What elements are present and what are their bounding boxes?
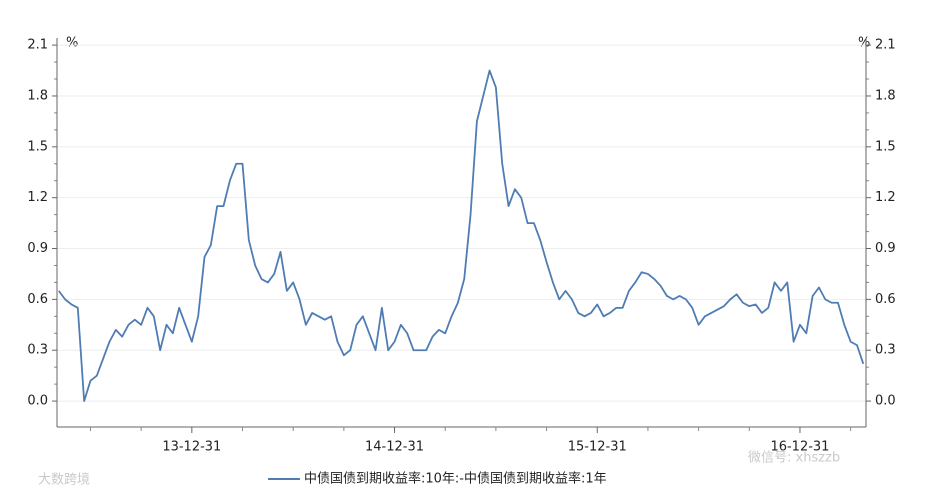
y-tick-label: 0.0 (27, 394, 48, 409)
y-tick-label: 1.8 (27, 88, 48, 103)
y2-tick-label: 0.0 (875, 394, 896, 409)
series-line (58, 69, 865, 402)
x-tick-label: 16-12-31 (770, 440, 829, 455)
y2-tick-label: 0.3 (875, 343, 896, 358)
y-tick-label: 1.5 (27, 139, 48, 154)
x-tick-label: 14-12-31 (365, 440, 424, 455)
y-tick-label: 0.3 (27, 343, 48, 358)
y-tick-label: 2.1 (27, 38, 48, 53)
y2-tick-label: 0.6 (875, 292, 896, 307)
x-tick-label: 15-12-31 (568, 440, 627, 455)
y2-tick-label: 1.2 (875, 190, 896, 205)
watermark: 大数跨境 (38, 473, 90, 488)
x-tick-label: 13-12-31 (162, 440, 221, 455)
y2-tick-label: 0.9 (875, 241, 896, 256)
y-tick-label: 1.2 (27, 190, 48, 205)
y-unit-right: % (858, 36, 870, 51)
y2-tick-label: 1.5 (875, 139, 896, 154)
y-tick-label: 0.9 (27, 241, 48, 256)
y2-tick-label: 2.1 (875, 38, 896, 53)
legend-label: 中债国债到期收益率:10年:-中债国债到期收益率:1年 (304, 471, 607, 487)
y-tick-label: 0.6 (27, 292, 48, 307)
y-unit-left: % (66, 36, 78, 51)
watermark: 微信号: xhszzb (748, 451, 840, 466)
y2-tick-label: 1.8 (875, 88, 896, 103)
